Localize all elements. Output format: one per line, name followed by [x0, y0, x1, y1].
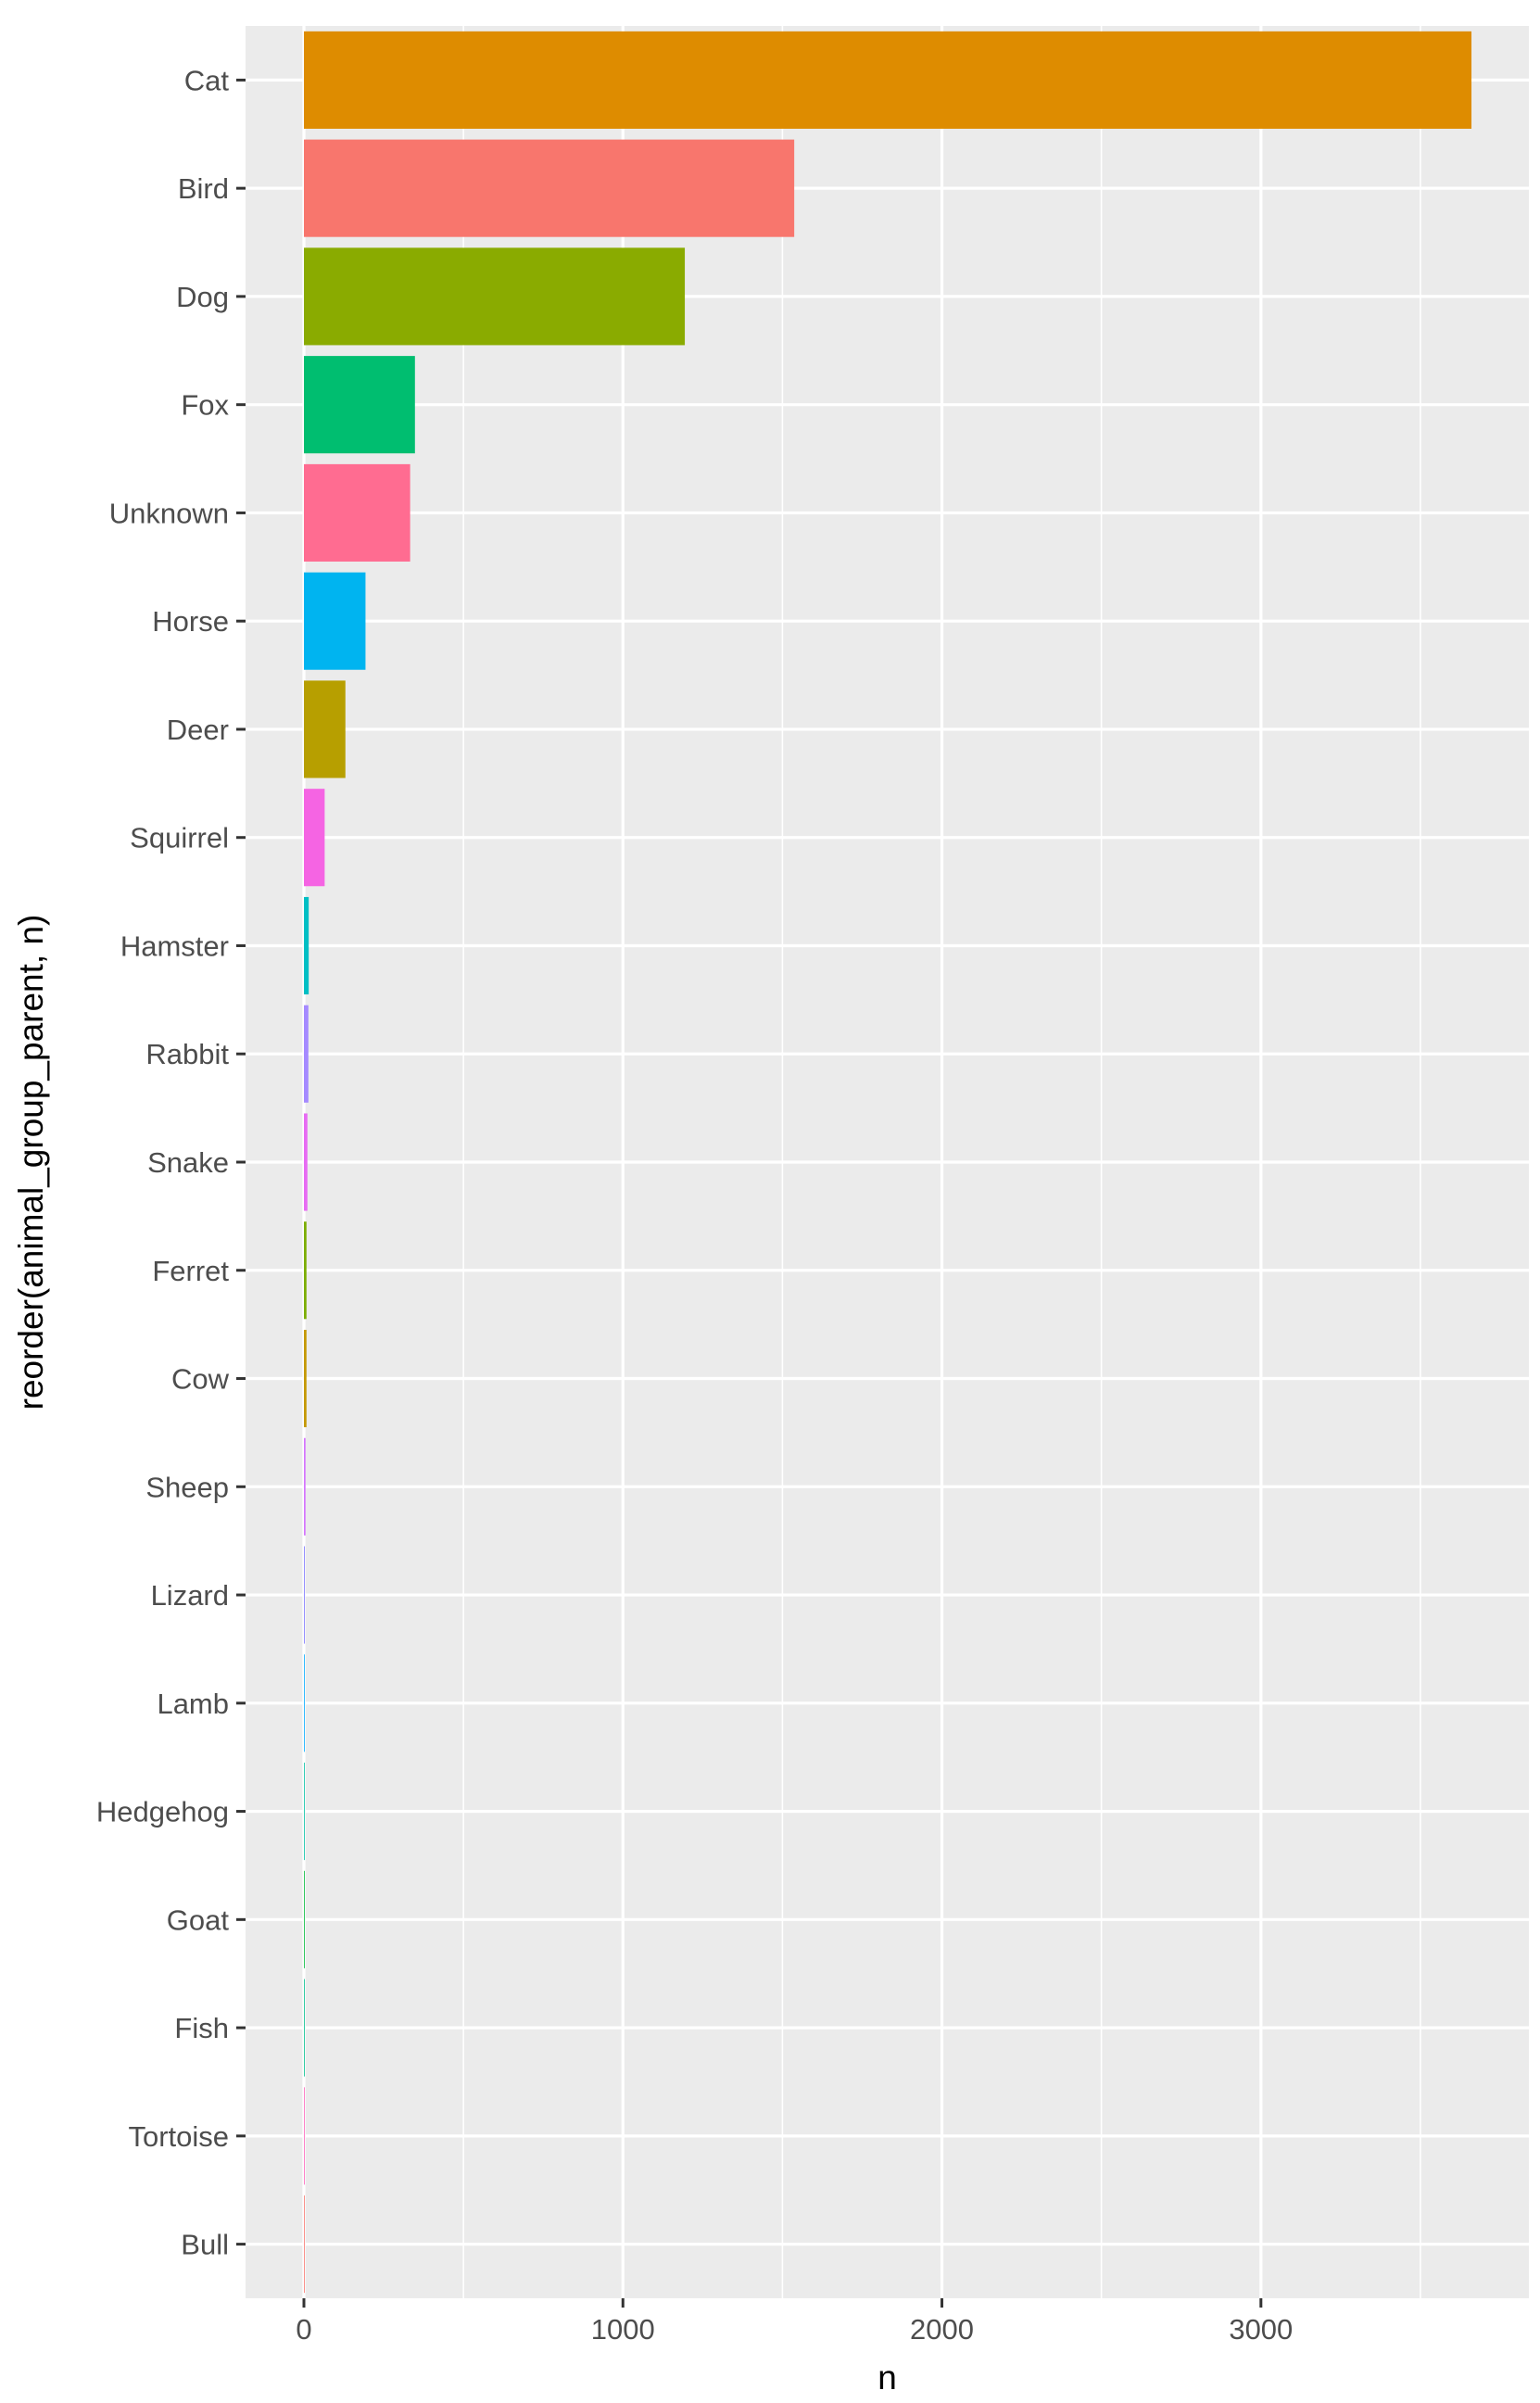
bar-tortoise: [304, 2087, 305, 2185]
bar-fox: [304, 356, 415, 454]
y-tick-label: Fish: [174, 2012, 229, 2044]
y-tick-label: Ferret: [152, 1255, 229, 1287]
bar-lamb: [304, 1654, 305, 1752]
x-tick-label: 2000: [910, 2313, 974, 2346]
bar-fish: [304, 1979, 305, 2077]
bar-cat: [304, 31, 1472, 129]
y-tick-label: Cow: [171, 1363, 230, 1396]
bar-cow: [304, 1329, 307, 1428]
y-tick-label: Horse: [152, 605, 229, 638]
bar-unknown: [304, 463, 410, 562]
y-tick-label: Rabbit: [145, 1038, 229, 1070]
y-tick-label: Squirrel: [130, 822, 229, 854]
y-tick-label: Fox: [181, 389, 229, 422]
y-tick-label: Cat: [184, 64, 230, 96]
y-tick-label: Goat: [167, 1903, 230, 1936]
bar-sheep: [304, 1437, 306, 1536]
x-tick-label: 0: [296, 2313, 311, 2346]
y-tick-label: Dog: [176, 281, 229, 313]
bar-snake: [304, 1113, 308, 1211]
bar-hamster: [304, 896, 309, 995]
bar-horse: [304, 572, 366, 670]
y-tick-label: Sheep: [145, 1471, 229, 1503]
y-tick-label: Unknown: [109, 497, 229, 529]
y-axis-title: reorder(animal_group_parent, n): [12, 915, 50, 1410]
bar-goat: [304, 1870, 305, 1968]
x-tick-label: 3000: [1229, 2313, 1293, 2346]
bar-deer: [304, 680, 346, 778]
x-axis: 0 1000 2000 3000: [296, 2298, 1293, 2346]
bar-hedgehog: [304, 1763, 305, 1861]
bar-bird: [304, 139, 795, 237]
bars: [304, 31, 1472, 2294]
y-tick-label: Snake: [147, 1146, 229, 1179]
y-tick-label: Bird: [178, 172, 229, 205]
bar-squirrel: [304, 789, 325, 887]
y-tick-label: Hedgehog: [96, 1796, 229, 1828]
y-axis: Cat Bird Dog Fox Unknown Horse Deer Squirrel Ham…: [96, 64, 246, 2261]
bar-ferret: [304, 1221, 307, 1320]
y-tick-label: Bull: [181, 2229, 229, 2261]
y-tick-label: Lamb: [157, 1688, 229, 1720]
bar-lizard: [304, 1546, 306, 1644]
bar-dog: [304, 247, 686, 346]
x-axis-title: n: [877, 2359, 897, 2397]
x-tick-label: 1000: [591, 2313, 655, 2346]
y-tick-label: Deer: [167, 714, 229, 746]
bar-rabbit: [304, 1005, 309, 1103]
y-tick-label: Lizard: [151, 1579, 229, 1612]
y-tick-label: Tortoise: [128, 2120, 229, 2153]
bar-bull: [304, 2195, 305, 2294]
y-tick-label: Hamster: [120, 930, 229, 962]
